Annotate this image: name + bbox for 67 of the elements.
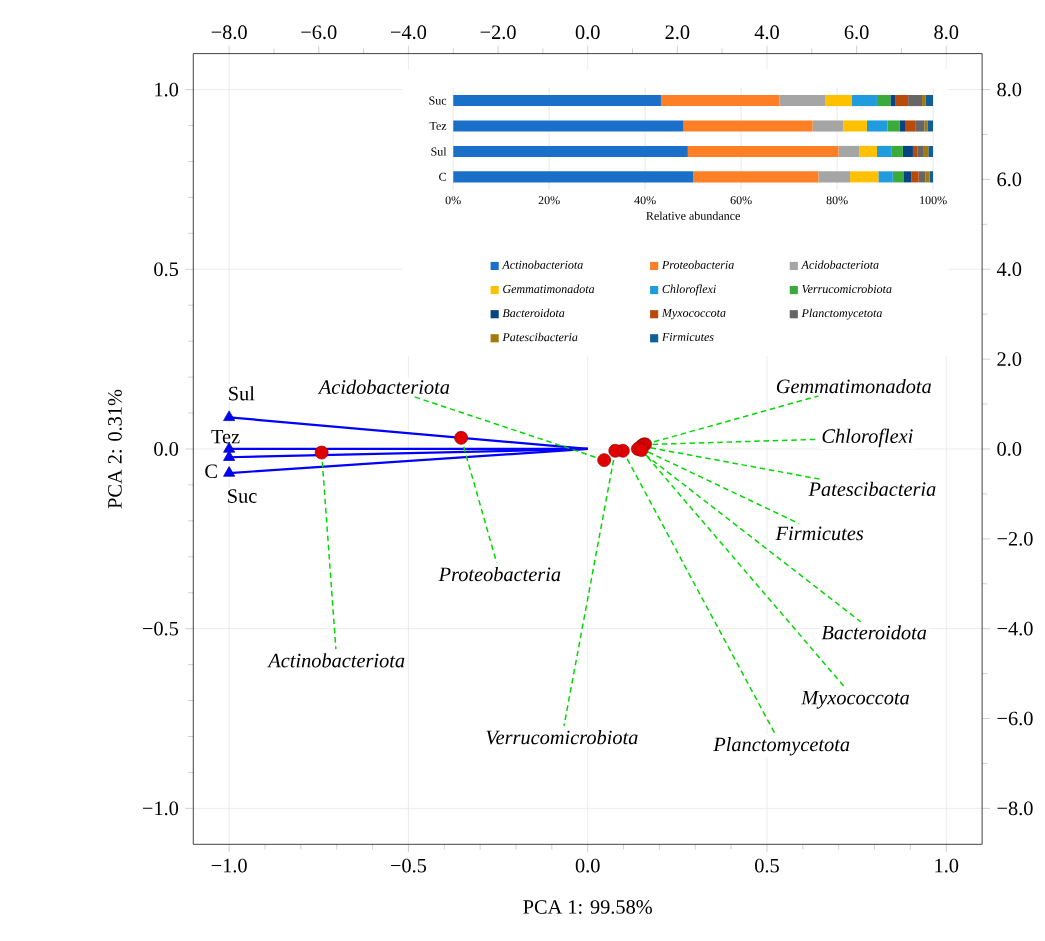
y-tick-label: 0.0 bbox=[154, 441, 179, 456]
legend-label: Chloroflexi bbox=[662, 284, 716, 296]
annotation: Patescibacteria bbox=[808, 481, 936, 496]
annotation: Tez bbox=[211, 429, 240, 444]
x2-tick-label: −2.0 bbox=[480, 25, 516, 39]
y-tick-label: 1.0 bbox=[155, 82, 179, 97]
x-tick-label: 0.5 bbox=[755, 858, 779, 873]
y2-tick-label: −6.0 bbox=[997, 711, 1033, 726]
annotation: Actinobacteriota bbox=[267, 652, 405, 668]
legend-label: Myxococcota bbox=[661, 308, 726, 320]
x-tick-label: 80% bbox=[826, 195, 848, 205]
y2-tick-label: 8.0 bbox=[997, 82, 1022, 97]
x2-tick-label: 6.0 bbox=[844, 25, 869, 39]
y2-tick-label: −2.0 bbox=[997, 531, 1033, 546]
y2-tick-label: 6.0 bbox=[997, 172, 1022, 187]
x-tick-label: −0.5 bbox=[390, 858, 427, 873]
y2-tick-label: −8.0 bbox=[997, 801, 1033, 816]
annotation: C bbox=[205, 464, 217, 478]
x-tick-label: 20% bbox=[538, 195, 560, 205]
x2-tick-label: −4.0 bbox=[390, 25, 427, 39]
annotation: Myxococcota bbox=[801, 690, 910, 709]
y-tick-label: −0.5 bbox=[142, 621, 179, 636]
legend-label: Acidobacteriota bbox=[800, 260, 879, 269]
y-tick-label: −1.0 bbox=[142, 801, 179, 816]
x-tick-label: 40% bbox=[634, 195, 656, 205]
legend-label: Bacteroidota bbox=[502, 308, 565, 317]
x-tick-label: 0% bbox=[445, 195, 461, 205]
annotation: Firmicutes bbox=[775, 526, 864, 541]
legend-label: Patescibacteria bbox=[502, 332, 578, 341]
legend-label: Firmicutes bbox=[661, 332, 714, 341]
x2-tick-label: −6.0 bbox=[301, 25, 337, 39]
annotation: Chloroflexi bbox=[822, 428, 913, 447]
x2-tick-label: 4.0 bbox=[754, 25, 779, 39]
legend-label: Gemmatimonadota bbox=[503, 284, 595, 293]
y2-tick-label: 2.0 bbox=[997, 352, 1022, 366]
x-tick-label: 60% bbox=[730, 195, 752, 205]
annotation: Sul bbox=[229, 385, 255, 401]
legend-label: Proteobacteria bbox=[661, 260, 734, 269]
y-tick-label: C bbox=[439, 172, 446, 181]
y2-tick-label: −4.0 bbox=[997, 621, 1033, 636]
y-tick-label: 0.5 bbox=[154, 262, 179, 276]
annotation: Verrucomicrobiota bbox=[486, 729, 638, 745]
x-tick-label: 100% bbox=[920, 195, 947, 205]
annotation: Suc bbox=[228, 489, 257, 503]
legend-label: Actinobacteriota bbox=[501, 260, 583, 269]
y-axis-title: PCA 2: 0.31% bbox=[108, 389, 122, 509]
annotation: Acidobacteriota bbox=[317, 379, 450, 394]
x-axis-title: Relative abundance bbox=[646, 211, 740, 220]
x2-tick-label: 0.0 bbox=[575, 25, 600, 39]
legend-label: Verrucomicrobiota bbox=[802, 284, 892, 293]
x-tick-label: 0.0 bbox=[575, 858, 600, 873]
y2-tick-label: 0.0 bbox=[997, 441, 1022, 456]
y-tick-label: Tez bbox=[429, 121, 447, 130]
x2-tick-label: 8.0 bbox=[934, 25, 959, 39]
x2-tick-label: 2.0 bbox=[665, 25, 690, 39]
y2-tick-label: 4.0 bbox=[996, 262, 1022, 276]
annotation: Bacteroidota bbox=[821, 624, 927, 640]
x-axis-title: PCA 1: 99.58% bbox=[523, 899, 652, 914]
annotation: Planctomycetota bbox=[713, 736, 850, 756]
y-tick-label: Suc bbox=[429, 96, 447, 105]
y-tick-label: Sul bbox=[431, 147, 447, 156]
legend-label: Planctomycetota bbox=[801, 308, 882, 320]
x2-tick-label: −8.0 bbox=[211, 25, 247, 39]
x-tick-label: −1.0 bbox=[211, 858, 247, 873]
x-tick-label: 1.0 bbox=[935, 858, 959, 873]
annotation: Gemmatimonadota bbox=[776, 378, 931, 394]
annotation: Proteobacteria bbox=[438, 566, 561, 581]
